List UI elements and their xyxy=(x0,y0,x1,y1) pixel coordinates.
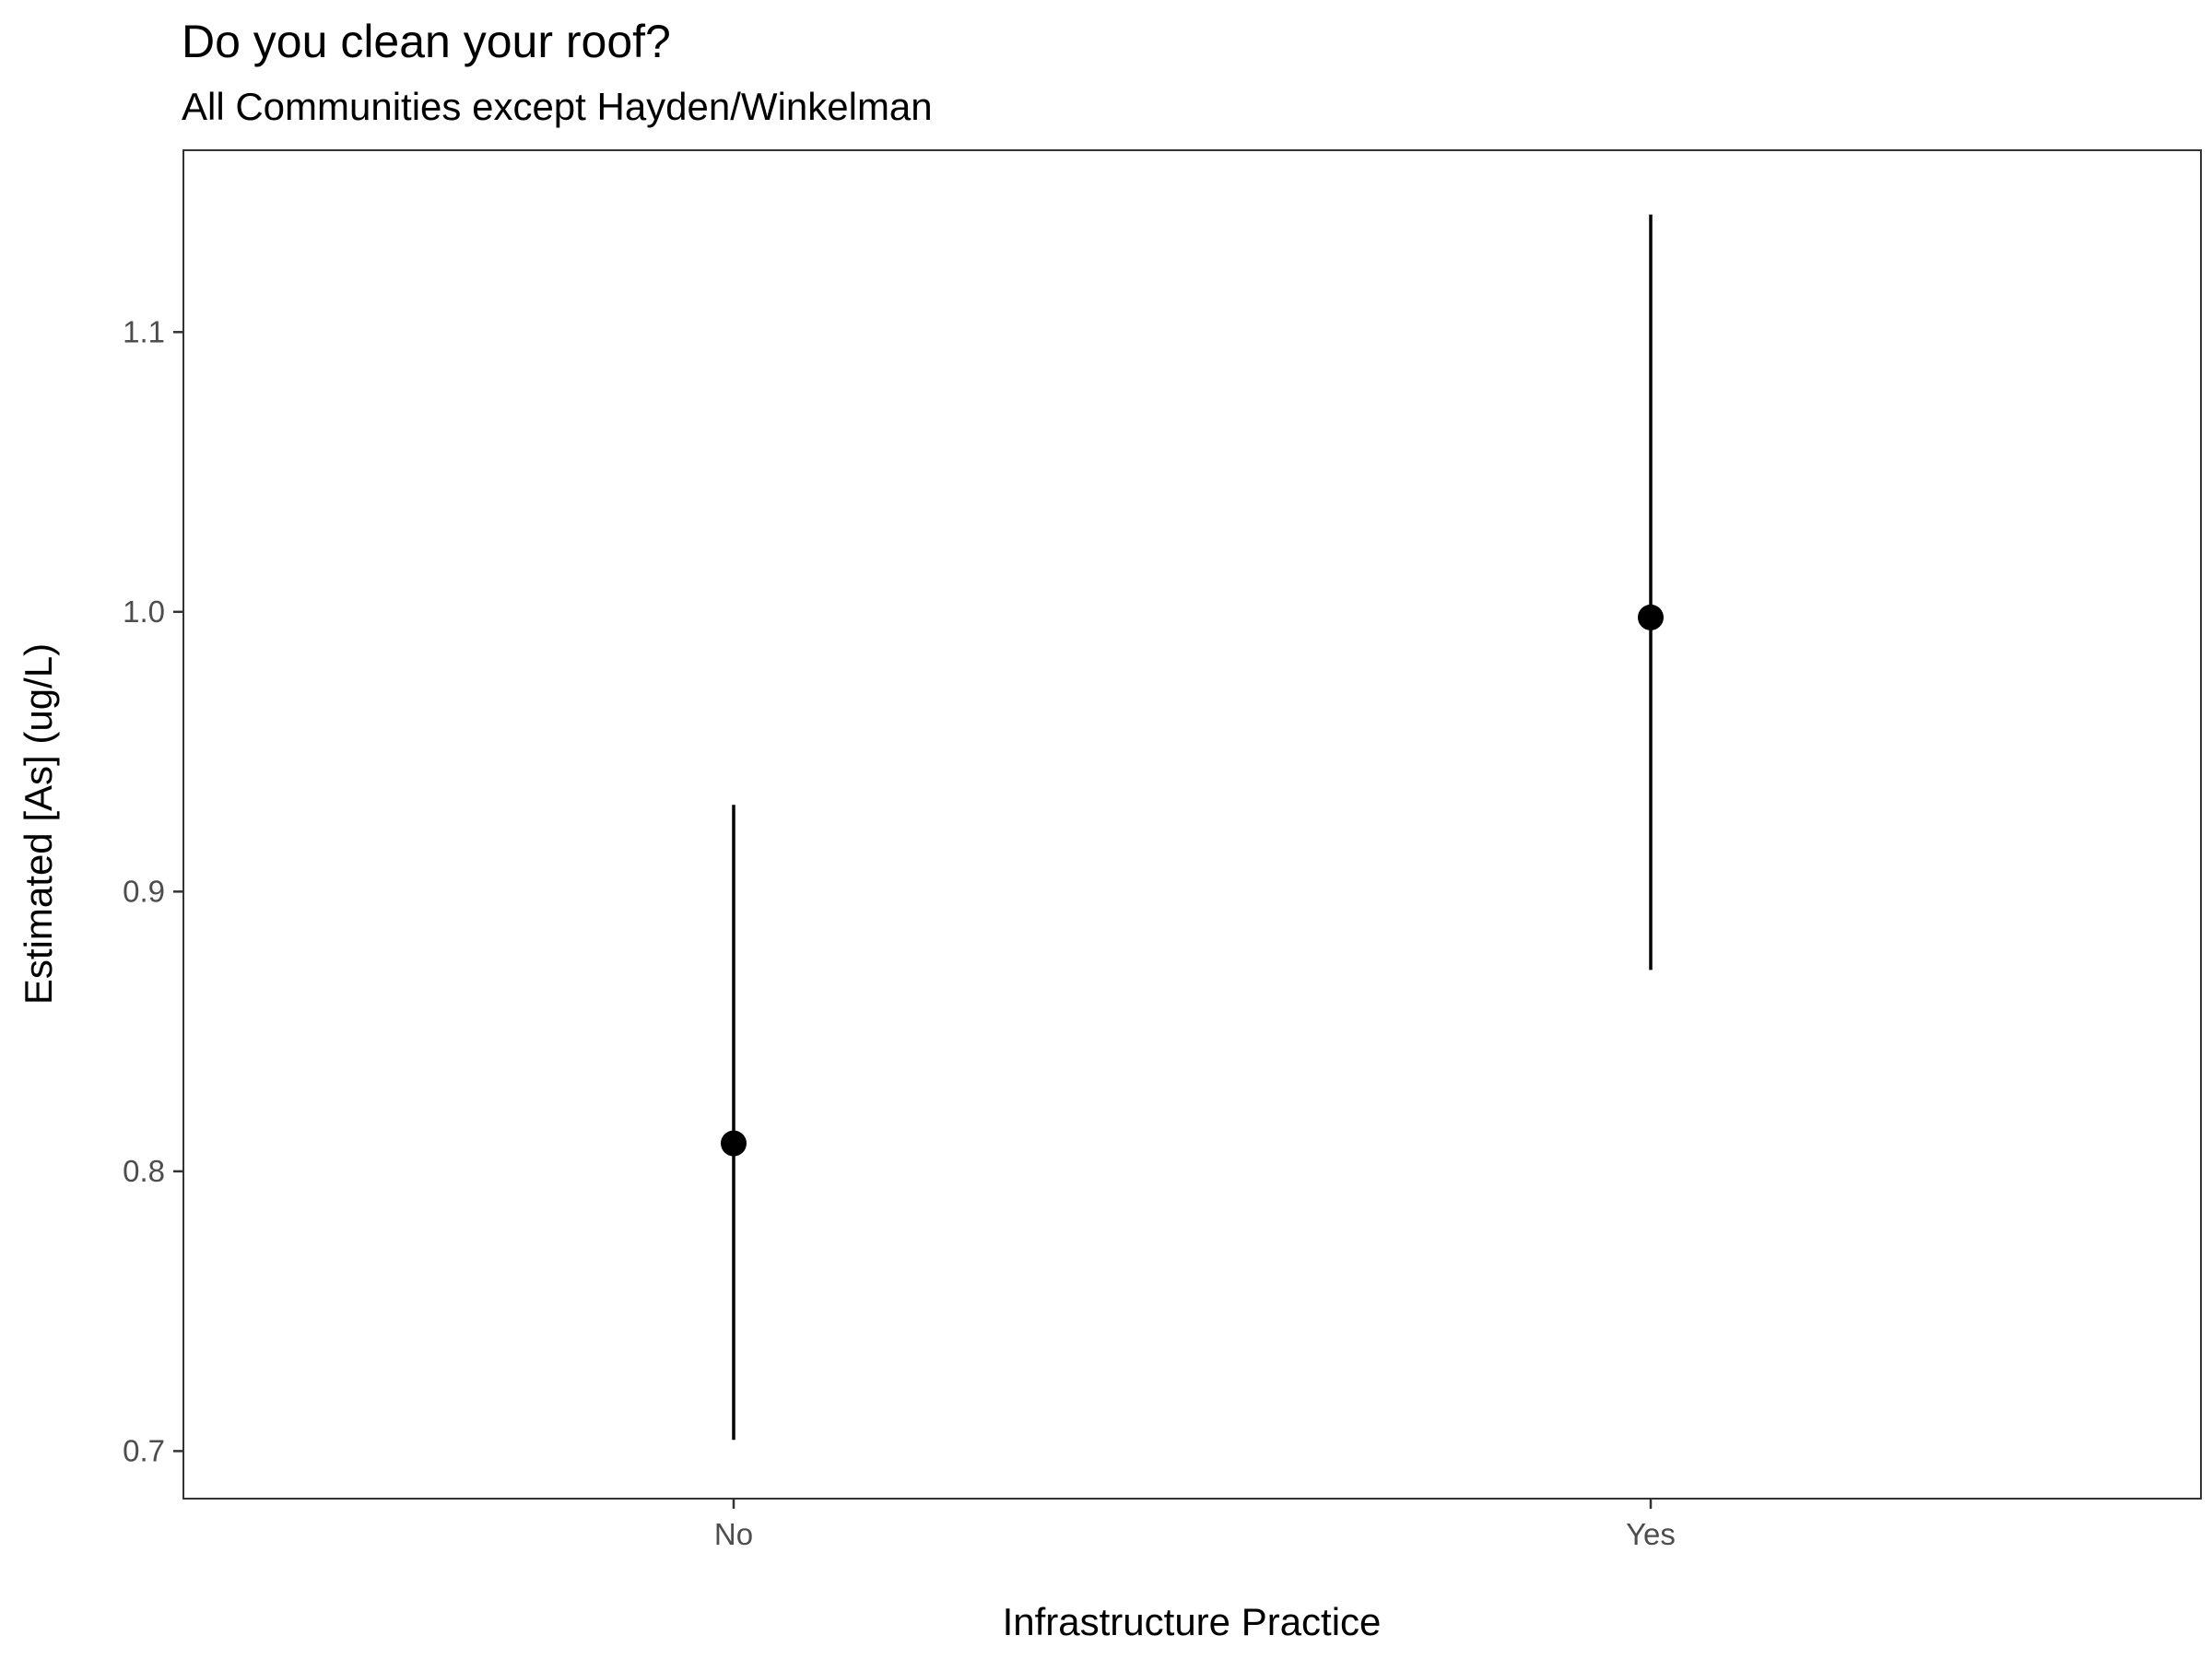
point-yes xyxy=(1638,604,1664,630)
data-marks xyxy=(721,214,1664,1441)
x-tick-label: Yes xyxy=(1626,1517,1676,1551)
x-axis: No Yes xyxy=(714,1499,1676,1551)
y-axis-title: Estimated [As] (ug/L) xyxy=(17,643,60,1005)
plot-panel xyxy=(182,149,2202,1500)
y-tick-label: 1.1 xyxy=(123,314,165,348)
y-tick-label: 0.8 xyxy=(123,1154,165,1188)
point-no xyxy=(721,1130,747,1157)
y-tick-label: 0.9 xyxy=(123,874,165,908)
chart-subtitle: All Communities except Hayden/Winkelman xyxy=(182,85,933,128)
y-axis: 0.7 0.8 0.9 1.0 1.1 xyxy=(123,314,183,1467)
y-tick-label: 1.0 xyxy=(123,594,165,629)
x-axis-title: Infrastructure Practice xyxy=(1003,1600,1382,1643)
chart-title: Do you clean your roof? xyxy=(182,16,671,67)
y-tick-label: 0.7 xyxy=(123,1433,165,1467)
x-tick-label: No xyxy=(714,1517,753,1551)
